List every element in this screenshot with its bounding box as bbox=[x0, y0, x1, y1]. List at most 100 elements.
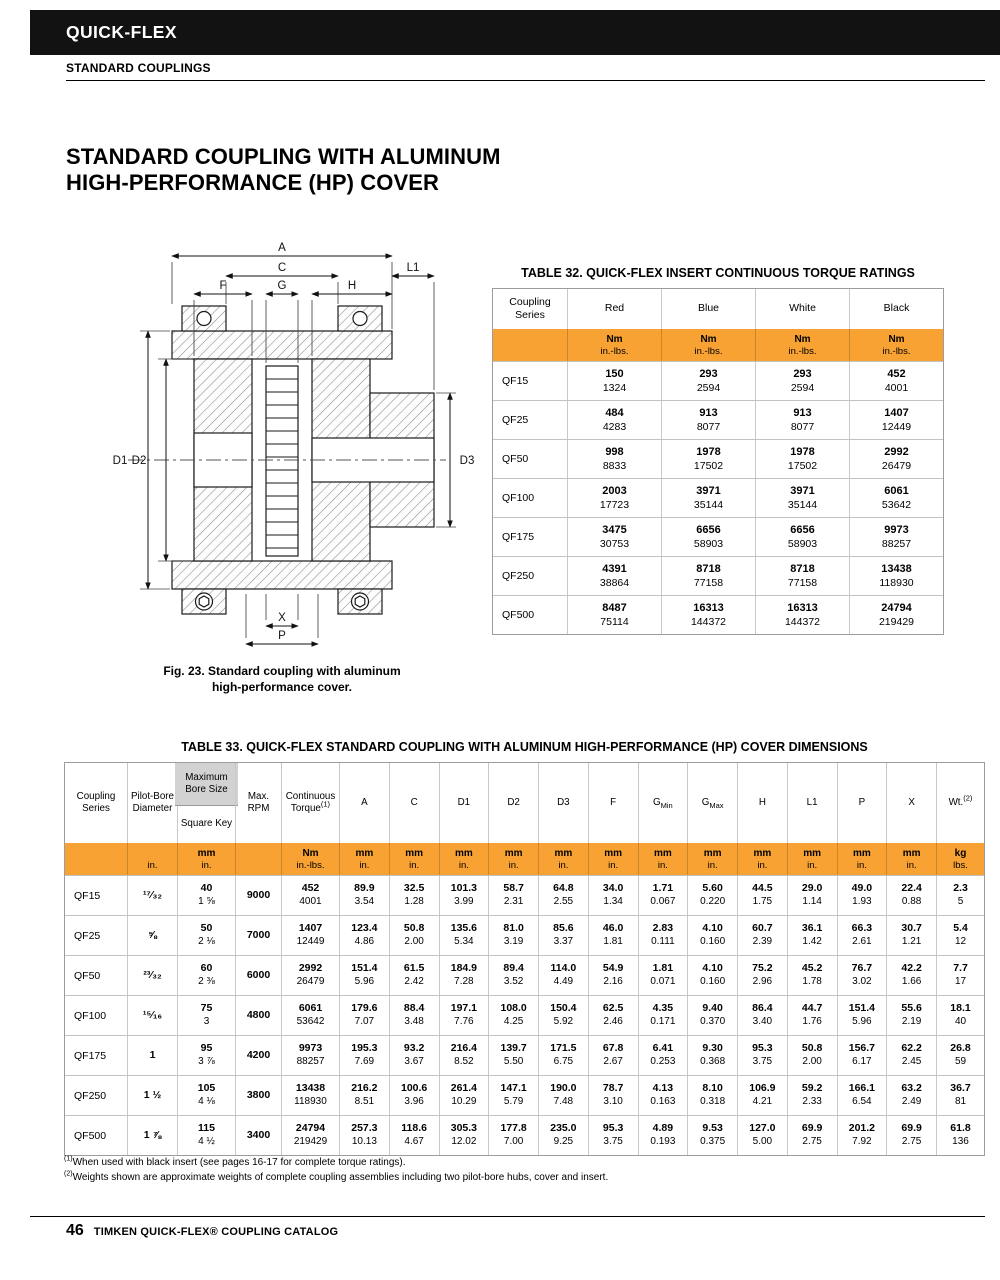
imperial-value: 4001 bbox=[299, 896, 322, 908]
row-series-label: QF175 bbox=[74, 1049, 107, 1062]
max-bore-cell: 95 3 ⅞ bbox=[177, 1036, 235, 1075]
dimension-value-cell: 62.5 2.46 bbox=[587, 996, 638, 1035]
dimension-value-cell: 151.4 5.96 bbox=[339, 956, 389, 995]
metric-value: 1978 bbox=[790, 446, 815, 459]
dimension-value-cell: 88.4 3.48 bbox=[388, 996, 439, 1035]
dimension-value-cell: 29.0 1.14 bbox=[786, 876, 837, 915]
max-rpm-value: 4200 bbox=[246, 1048, 271, 1061]
dim-label-p: P bbox=[278, 630, 286, 642]
dimension-value-cell: 64.8 2.55 bbox=[538, 876, 588, 915]
metric-value: 1.81 bbox=[652, 962, 674, 975]
dimension-value-cell: 46.0 1.81 bbox=[587, 916, 638, 955]
brand-title: QUICK-FLEX bbox=[66, 22, 177, 42]
metric-value: 114.0 bbox=[550, 962, 577, 975]
row-series-label: QF500 bbox=[502, 609, 535, 621]
dim-label-d2: D2 bbox=[132, 455, 147, 467]
imperial-value: 219429 bbox=[878, 615, 915, 628]
unit-blue: Nm in.-lbs. bbox=[661, 329, 755, 361]
metric-value: 69.9 bbox=[901, 1122, 922, 1135]
top-black-bar: QUICK-FLEX bbox=[30, 10, 1000, 55]
imperial-value: 136 bbox=[952, 1136, 969, 1148]
torque-value-cell: 6061 53642 bbox=[849, 479, 943, 517]
dimension-value-cell: 216.2 8.51 bbox=[339, 1076, 389, 1115]
max-bore-cell: 40 1 ⅝ bbox=[177, 876, 235, 915]
dimension-value-cell: 305.3 12.02 bbox=[438, 1116, 489, 1155]
imperial-value: 3.19 bbox=[503, 936, 524, 948]
metric-value: 13438 bbox=[295, 1082, 326, 1095]
imperial-value: 3.52 bbox=[503, 976, 524, 988]
imperial-value: 1.81 bbox=[603, 936, 623, 948]
imperial-value: 2.49 bbox=[901, 1096, 922, 1108]
dimension-value-cell: 69.9 2.75 bbox=[886, 1116, 936, 1155]
pilot-bore-cell: ¹⁷⁄₃₂ bbox=[127, 876, 177, 915]
max-rpm-value: 7000 bbox=[246, 928, 271, 941]
imperial-value: 2.61 bbox=[852, 936, 872, 948]
imperial-value: 118930 bbox=[294, 1096, 327, 1108]
metric-value: 88.4 bbox=[403, 1002, 425, 1015]
metric-value: 16313 bbox=[693, 602, 724, 615]
coupling-cross-section-diagram: A C L1 F G H D1 D2 D3 X P bbox=[113, 242, 474, 647]
imperial-value: 1.76 bbox=[802, 1016, 822, 1028]
imperial-value: 53642 bbox=[881, 498, 912, 511]
torque-value-cell: 2003 17723 bbox=[567, 479, 661, 517]
metric-value: 45.2 bbox=[801, 962, 823, 975]
metric-value: 150.4 bbox=[550, 1002, 577, 1015]
metric-value: 58.7 bbox=[503, 882, 524, 895]
dim-label-d1: D1 bbox=[113, 455, 128, 467]
metric-value: 78.7 bbox=[602, 1082, 624, 1095]
imperial-value: 17502 bbox=[693, 459, 724, 472]
imperial-value: 7.92 bbox=[852, 1136, 872, 1148]
dimension-value-cell: 156.7 6.17 bbox=[836, 1036, 887, 1075]
dimension-value-cell: 95.3 3.75 bbox=[737, 1036, 787, 1075]
metric-value: 50.8 bbox=[403, 922, 425, 935]
metric-value: 89.4 bbox=[503, 962, 524, 975]
max-bore-cell: 60 2 ⅜ bbox=[177, 956, 235, 995]
imperial-value: 0.368 bbox=[700, 1056, 726, 1068]
row-series-label: QF100 bbox=[74, 1009, 107, 1022]
max-bore-cell: 50 2 ⅛ bbox=[177, 916, 235, 955]
imperial-value: 144372 bbox=[784, 615, 821, 628]
metric-value: 62.2 bbox=[901, 1042, 922, 1055]
metric-value: 6061 bbox=[884, 485, 909, 498]
pilot-bore-value: 1 ½ bbox=[143, 1088, 162, 1101]
footnote-1: (1)When used with black insert (see page… bbox=[64, 1155, 406, 1168]
dimension-value-cell: 171.5 6.75 bbox=[538, 1036, 588, 1075]
dimension-value-cell: 61.5 2.42 bbox=[388, 956, 439, 995]
metric-value: 484 bbox=[605, 407, 624, 420]
imperial-value: 2.39 bbox=[752, 936, 773, 948]
torque-value-cell: 913 8077 bbox=[755, 401, 849, 439]
unit-dim-c: mm in. bbox=[388, 843, 439, 875]
dimension-value-cell: 69.9 2.75 bbox=[786, 1116, 837, 1155]
unit-weight: kg lbs. bbox=[936, 843, 984, 875]
dimension-value-cell: 42.2 1.66 bbox=[886, 956, 936, 995]
metric-value: 22.4 bbox=[901, 882, 922, 895]
imperial-value: 2.45 bbox=[901, 1056, 922, 1068]
pilot-bore-value: ²³⁄₃₂ bbox=[143, 968, 162, 981]
metric-value: 9.40 bbox=[702, 1002, 723, 1015]
imperial-value: 8.52 bbox=[454, 1056, 474, 1068]
dimension-value-cell: 58.7 2.31 bbox=[488, 876, 538, 915]
metric-value: 166.1 bbox=[848, 1082, 876, 1095]
dimension-value-cell: 216.4 8.52 bbox=[438, 1036, 489, 1075]
unit-blank bbox=[65, 843, 127, 875]
metric-value: 8.10 bbox=[702, 1082, 723, 1095]
row-series-label: QF175 bbox=[502, 531, 535, 543]
dim-label-h: H bbox=[348, 280, 356, 292]
dimension-value-cell: 177.8 7.00 bbox=[488, 1116, 538, 1155]
imperial-value: 8077 bbox=[696, 420, 721, 433]
col-header-coupling-series: Coupling Series bbox=[76, 790, 116, 814]
dimension-value-cell: 60.7 2.39 bbox=[737, 916, 787, 955]
metric-value: 452 bbox=[887, 368, 906, 381]
col-header-blue: Blue bbox=[661, 289, 755, 329]
col-header-pilot-bore: Pilot-Bore Diameter bbox=[127, 763, 177, 843]
imperial-value: 1.66 bbox=[901, 976, 922, 988]
max-bore-cell: 75 3 bbox=[177, 996, 235, 1035]
imperial-value: 8077 bbox=[790, 420, 815, 433]
imperial-value: 8.51 bbox=[354, 1096, 375, 1108]
imperial-value: 1.28 bbox=[404, 896, 424, 908]
metric-value: 36.1 bbox=[801, 922, 823, 935]
imperial-value: 1.78 bbox=[802, 976, 822, 988]
row-series-label: QF500 bbox=[74, 1129, 107, 1142]
dimension-value-cell: 66.3 2.61 bbox=[836, 916, 887, 955]
dimension-table-row: QF15 ¹⁷⁄₃₂ 40 1 ⅝ 9000 452 4001 89.9 3.54 32.5 1.2… bbox=[65, 875, 984, 915]
